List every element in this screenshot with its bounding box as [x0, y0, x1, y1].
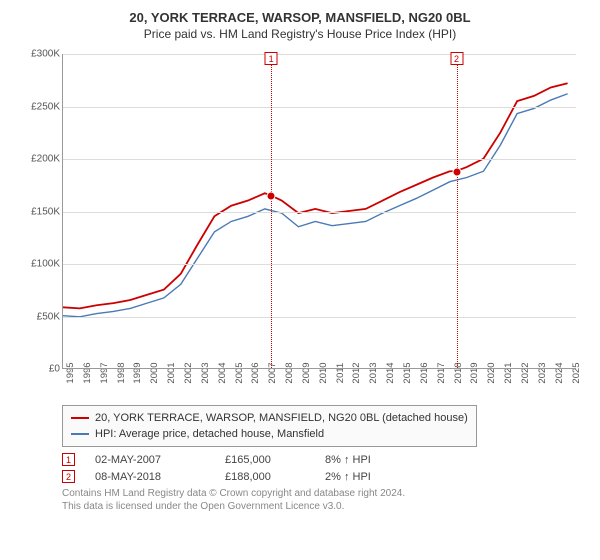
marker-badge-icon: 1 [265, 52, 278, 65]
marker-vline [271, 54, 272, 368]
marker-dot-icon [267, 191, 276, 200]
marker-date: 02-MAY-2007 [95, 454, 205, 466]
marker-badge-icon: 1 [62, 453, 75, 466]
y-axis-label: £0 [20, 364, 60, 375]
table-row: 2 08-MAY-2018 £188,000 2% ↑ HPI [62, 470, 580, 483]
y-axis-label: £100K [20, 259, 60, 270]
marker-delta: 8% ↑ HPI [325, 454, 425, 466]
footer-line: Contains HM Land Registry data © Crown c… [62, 487, 580, 500]
y-axis-label: £150K [20, 206, 60, 217]
chart-area: £0£50K£100K£150K£200K£250K£300K 19951996… [20, 49, 580, 399]
legend-swatch-icon [71, 433, 89, 435]
legend: 20, YORK TERRACE, WARSOP, MANSFIELD, NG2… [20, 405, 580, 447]
marker-vline [457, 54, 458, 368]
chart-title: 20, YORK TERRACE, WARSOP, MANSFIELD, NG2… [15, 10, 585, 25]
marker-price: £188,000 [225, 471, 305, 483]
y-axis-label: £250K [20, 101, 60, 112]
series-line [63, 94, 568, 317]
y-axis-label: £50K [20, 311, 60, 322]
legend-item: HPI: Average price, detached house, Mans… [71, 426, 468, 442]
y-axis-label: £200K [20, 154, 60, 165]
footer: Contains HM Land Registry data © Crown c… [20, 487, 580, 513]
legend-label: 20, YORK TERRACE, WARSOP, MANSFIELD, NG2… [95, 410, 468, 426]
chart-subtitle: Price paid vs. HM Land Registry's House … [15, 27, 585, 41]
marker-price: £165,000 [225, 454, 305, 466]
legend-swatch-icon [71, 417, 89, 419]
chart-title-block: 20, YORK TERRACE, WARSOP, MANSFIELD, NG2… [15, 10, 585, 41]
legend-label: HPI: Average price, detached house, Mans… [95, 426, 324, 442]
marker-badge-icon: 2 [450, 52, 463, 65]
marker-delta: 2% ↑ HPI [325, 471, 425, 483]
marker-dot-icon [452, 167, 461, 176]
y-axis-label: £300K [20, 49, 60, 60]
marker-table: 1 02-MAY-2007 £165,000 8% ↑ HPI 2 08-MAY… [20, 453, 580, 483]
marker-badge-icon: 2 [62, 470, 75, 483]
plot-region: 12 [62, 54, 576, 369]
series-line [63, 83, 568, 308]
footer-line: This data is licensed under the Open Gov… [62, 500, 580, 513]
legend-item: 20, YORK TERRACE, WARSOP, MANSFIELD, NG2… [71, 410, 468, 426]
marker-date: 08-MAY-2018 [95, 471, 205, 483]
table-row: 1 02-MAY-2007 £165,000 8% ↑ HPI [62, 453, 580, 466]
